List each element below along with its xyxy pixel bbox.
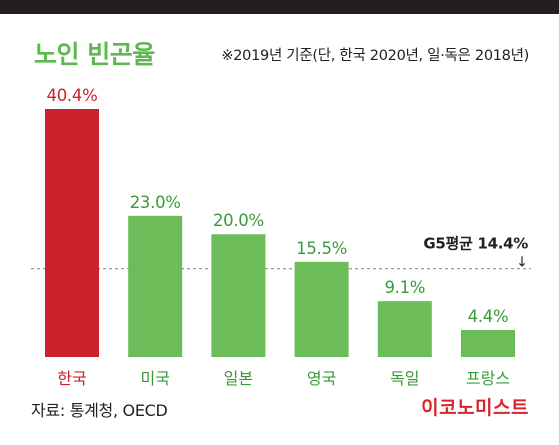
top-bar xyxy=(0,0,559,14)
category-label-2: 일본 xyxy=(224,369,253,388)
bar-0 xyxy=(45,109,99,357)
chart-note: ※2019년 기준(단, 한국 2020년, 일·독은 2018년) xyxy=(221,48,529,64)
value-label-0: 40.4% xyxy=(47,86,98,105)
category-label-5: 프랑스 xyxy=(466,369,510,388)
average-arrow: ↓ xyxy=(516,255,528,271)
bar-2 xyxy=(211,234,266,357)
category-label-4: 독일 xyxy=(390,369,419,388)
bar-3 xyxy=(294,261,349,357)
bar-1 xyxy=(128,215,183,357)
source-text: 자료: 통계청, OECD xyxy=(31,401,168,420)
brand-logo: 이코노미스트 xyxy=(421,397,529,419)
category-label-3: 영국 xyxy=(307,369,336,388)
chart-title: 노인 빈곤율 xyxy=(34,40,155,69)
value-label-5: 4.4% xyxy=(468,307,509,326)
value-label-1: 23.0% xyxy=(130,193,181,212)
bar-5 xyxy=(461,329,515,357)
category-label-0: 한국 xyxy=(57,369,86,388)
value-label-4: 9.1% xyxy=(384,278,425,297)
bar-4 xyxy=(377,301,432,357)
value-label-2: 20.0% xyxy=(213,211,264,230)
value-label-3: 15.5% xyxy=(296,239,347,258)
average-label: G5평균 14.4% xyxy=(423,235,528,253)
category-label-1: 미국 xyxy=(140,369,169,388)
